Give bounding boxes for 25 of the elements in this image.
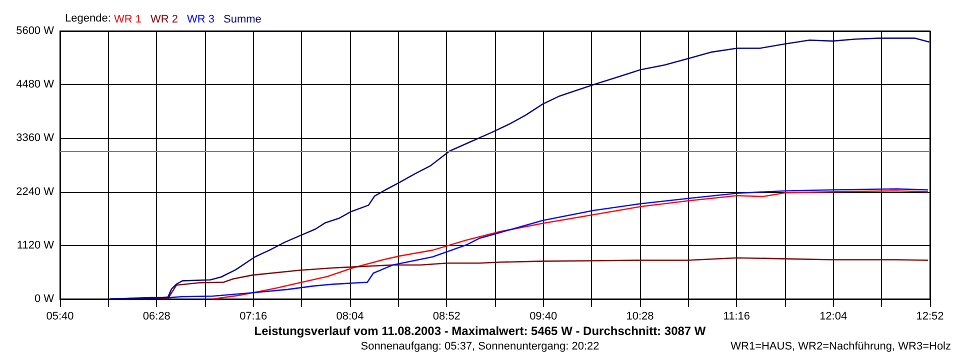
x-tick-label: 12:52 xyxy=(916,310,944,322)
x-tick-label: 06:28 xyxy=(142,310,170,322)
line-series xyxy=(109,38,930,300)
legend-title: Legende: xyxy=(65,12,111,24)
x-tick-label: 10:28 xyxy=(626,310,654,322)
text: Sonnenaufgang: 05:37, Sonnenuntergang: 20:22 xyxy=(360,340,600,352)
y-tick-label: 2240 W xyxy=(16,186,55,198)
text: WR1=HAUS, WR2=Nachführung, WR3=Holz xyxy=(730,340,952,352)
x-tick-label: 08:52 xyxy=(432,310,460,322)
x-tick-label: 08:04 xyxy=(336,310,364,322)
y-tick-label: 5600 W xyxy=(16,25,55,37)
x-tick-label: 09:40 xyxy=(530,310,558,322)
text: Leistungsverlauf vom 11.08.2003 - Maximalwert: 5465 W - Durchschnitt: 3087 W xyxy=(254,324,706,338)
x-tick-label: 12:04 xyxy=(820,310,848,322)
y-tick-label: 3360 W xyxy=(16,132,55,144)
x-tick-label: 05:40 xyxy=(46,310,74,322)
x-tick-label: 11:16 xyxy=(723,310,750,322)
text: WR 2 xyxy=(150,14,178,26)
text: Summe xyxy=(224,14,262,26)
y-tick-label: 4480 W xyxy=(16,78,55,91)
x-tick-label: 07:16 xyxy=(240,310,268,322)
y-tick-label: 1120 W xyxy=(16,239,55,252)
y-tick-label: 0 W xyxy=(34,293,55,305)
text: WR 3 xyxy=(187,14,214,26)
text: WR 1 xyxy=(114,14,142,26)
